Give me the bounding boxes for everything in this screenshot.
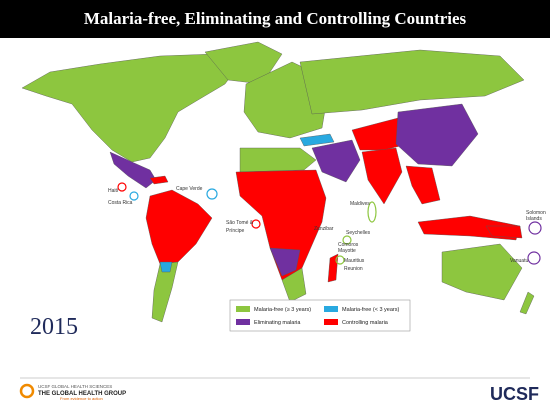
north-america [21,53,241,163]
papua [485,225,523,239]
callout [117,182,127,192]
map-label: Islands [526,216,542,222]
north-africa [239,147,317,173]
greenland [204,41,283,85]
map-label: Costa Rica [108,200,133,206]
china [395,103,479,167]
legend-swatch [324,306,338,312]
callout [342,235,352,245]
callout [527,251,541,265]
middle-east [311,139,361,183]
ucsf-icon [19,383,35,399]
map-label: Príncipe [226,228,245,234]
title-bar [0,0,550,38]
india [361,147,403,205]
map-label: Solomon [526,210,546,216]
south-africa [281,267,307,303]
footer-group: THE GLOBAL HEALTH GROUP [38,391,126,397]
new-zealand [519,291,535,315]
footer-org: UCSF GLOBAL HEALTH SCIENCES [38,384,112,389]
australia [441,243,523,301]
callout [367,201,377,223]
legend-swatch [236,319,250,325]
callout [129,191,139,201]
map-label: Haiti [108,188,118,194]
title: Malaria-free, Eliminating and Controllin… [84,9,467,28]
legend: Malaria-free (≥ 3 years) Malaria-free (< … [229,299,411,332]
legend-label: Malaria-free (< 3 years) [342,307,399,313]
callouts: Haiti Costa Rica Cape Verde São Tomé & P… [108,182,546,272]
southern-africa [269,247,301,277]
callout [206,188,218,200]
map-label: Zanzibar [314,226,334,232]
map-label: Mayotte [338,248,356,254]
southeast-asia [405,165,441,205]
footer-tagline: From evidence to action [60,396,103,401]
map-label: Vanuatu [510,258,528,264]
central-america [109,151,157,189]
legend-box [229,299,411,332]
south-america-north [145,189,213,265]
south-america-south [151,261,179,323]
year: 2015 [30,314,78,340]
map [21,41,535,323]
caribbean [149,175,169,185]
callout [251,219,261,229]
map-label: Reunion [344,266,363,272]
turkey [299,133,335,147]
legend-label: Eliminating malaria [254,320,301,326]
map-label: Maldives [350,201,370,207]
legend-swatch [236,306,250,312]
legend-label: Malaria-free (≥ 3 years) [254,307,311,313]
legend-swatch [324,319,338,325]
map-label: Comoros [338,242,359,248]
callout [528,221,542,235]
paraguay [159,261,173,273]
madagascar [327,253,339,283]
map-label: Seychelles [346,230,371,236]
map-label: Cape Verde [176,186,203,192]
callout [335,255,345,265]
map-label: Mauritius [344,258,365,264]
legend-label: Controlling malaria [342,320,389,326]
russia [299,49,525,115]
central-asia [351,117,405,151]
map-label: São Tomé & [226,220,254,226]
footer-logo: UCSF [490,384,539,404]
